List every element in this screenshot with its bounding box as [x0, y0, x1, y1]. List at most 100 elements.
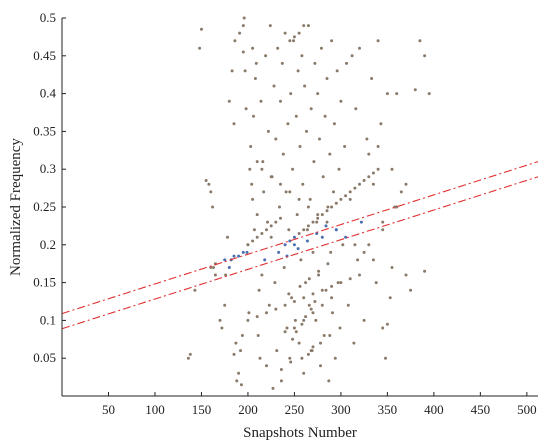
scatter-point [292, 35, 296, 39]
scatter-point [255, 213, 259, 217]
scatter-point [241, 250, 245, 254]
scatter-point [413, 88, 417, 92]
scatter-point [265, 311, 268, 315]
scatter-point [302, 318, 306, 322]
scatter-point [297, 31, 301, 35]
scatter-point [274, 307, 278, 311]
scatter-point [232, 352, 236, 356]
scatter-point [313, 300, 317, 303]
scatter-point [284, 190, 288, 194]
scatter-point [296, 247, 300, 251]
scatter-point [320, 288, 324, 292]
scatter-point [348, 277, 352, 281]
scatter-point [395, 92, 399, 96]
scatter-points [186, 16, 431, 390]
y-tick-label: 0.3 [40, 161, 56, 176]
scatter-point [334, 201, 338, 205]
scatter-point [292, 243, 296, 247]
scatter-point [278, 205, 281, 209]
x-axis-label: Snapshots Number [243, 425, 357, 441]
scatter-point [294, 114, 298, 118]
scatter-point [315, 232, 319, 235]
x-tick-label: 300 [331, 402, 351, 417]
scatter-point [309, 349, 313, 353]
scatter-point [358, 46, 361, 50]
y-tick-label: 0.35 [33, 123, 56, 138]
scatter-point [320, 235, 324, 239]
scatter-point [311, 311, 315, 315]
scatter-point [274, 137, 278, 141]
scatter-point [388, 296, 392, 300]
scatter-point [404, 182, 408, 186]
scatter-point [322, 334, 326, 337]
scatter-point [330, 39, 334, 43]
scatter-point [223, 258, 227, 262]
scatter-point [370, 77, 374, 80]
y-tick-label: 0.1 [40, 312, 56, 327]
scatter-point [385, 322, 389, 326]
scatter-point [265, 364, 268, 368]
scatter-point [308, 197, 312, 201]
scatter-point [235, 379, 239, 383]
scatter-point [316, 213, 320, 217]
scatter-point [321, 175, 325, 179]
scatter-point [304, 315, 308, 319]
scatter-point [311, 292, 315, 296]
scatter-point [269, 224, 273, 228]
scatter-point [353, 243, 357, 247]
scatter-point [193, 288, 197, 292]
x-tick-label: 400 [424, 402, 444, 417]
scatter-point [261, 160, 265, 164]
scatter-point [306, 352, 310, 356]
scatter-point [374, 281, 378, 285]
scatter-point [353, 186, 357, 190]
scatter-point [311, 345, 315, 349]
scatter-point [358, 182, 361, 186]
scatter-point [339, 281, 343, 285]
scatter-point [198, 46, 202, 50]
scatter-point [385, 92, 389, 96]
scatter-point [283, 303, 287, 307]
scatter-point [330, 205, 334, 209]
scatter-point [362, 318, 366, 322]
scatter-point [293, 318, 297, 322]
x-axis-ticks: 50 100 150 200 250 300 350 400 450 500 [102, 392, 537, 417]
scatter-point [318, 137, 321, 141]
scatter-point [291, 167, 295, 171]
scatter-point [245, 250, 249, 254]
scatter-point [331, 311, 334, 315]
scatter-point [294, 330, 298, 334]
scatter-point [344, 194, 348, 198]
scatter-point [246, 318, 250, 322]
scatter-point [327, 379, 331, 383]
scatter-point [237, 371, 241, 375]
scatter-point [286, 122, 290, 126]
scatter-point [376, 167, 380, 171]
scatter-point [306, 205, 310, 209]
scatter-point [209, 190, 213, 194]
scatter-point [211, 205, 215, 209]
scatter-point [325, 77, 329, 80]
scatter-point [252, 114, 255, 118]
scatter-point [186, 356, 190, 360]
scatter-point [276, 46, 280, 50]
scatter-point [242, 16, 246, 20]
scatter-point [329, 250, 333, 254]
scatter-point [341, 243, 345, 247]
scatter-point [266, 129, 270, 133]
x-tick-label: 200 [238, 402, 258, 417]
scatter-point [335, 69, 339, 73]
bound-line-2 [61, 176, 539, 330]
scatter-point [226, 235, 229, 239]
scatter-point [316, 216, 320, 220]
scatter-point [390, 266, 394, 269]
scatter-point [328, 152, 332, 156]
scatter-point [300, 54, 304, 58]
scatter-point [283, 243, 287, 247]
scatter-point [381, 220, 385, 224]
scatter-point [371, 171, 375, 175]
scatter-point [238, 31, 242, 35]
scatter-point [227, 266, 231, 269]
x-tick-label: 50 [102, 402, 115, 417]
scatter-point [260, 232, 264, 235]
